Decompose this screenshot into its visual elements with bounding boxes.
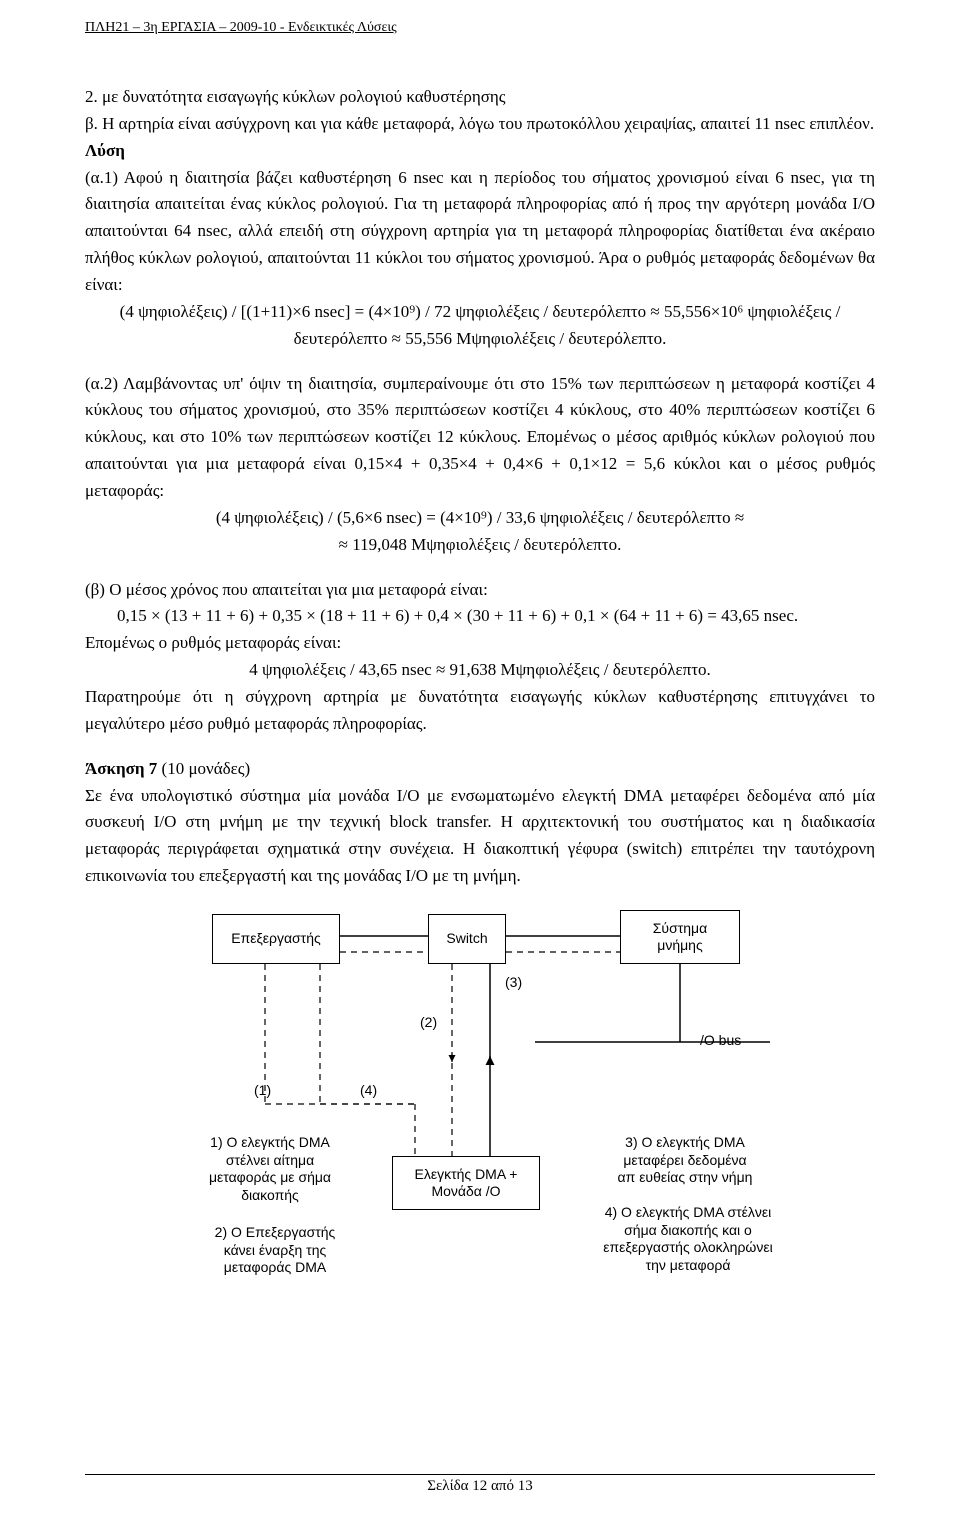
footer-text: Σελίδα 12 από 13 bbox=[427, 1478, 532, 1494]
memory-box: Σύστημα μνήμης bbox=[620, 910, 740, 964]
switch-label: Switch bbox=[446, 930, 487, 948]
formula-line: 4 ψηφιολέξεις / 43,65 nsec ≈ 91,638 Μψηφ… bbox=[249, 660, 711, 679]
caption-line: 1) Ο ελεγκτής DMA bbox=[210, 1134, 330, 1150]
step-1-num: (1) bbox=[254, 1082, 271, 1098]
cpu-label: Επεξεργαστής bbox=[231, 930, 321, 948]
caption-line: 4) Ο ελεγκτής DMA στέλνει bbox=[605, 1204, 772, 1220]
caption-line: επεξεργαστής ολοκληρώνει bbox=[603, 1239, 772, 1255]
caption-line: 3) Ο ελεγκτής DMA bbox=[625, 1134, 745, 1150]
caption-1: 1) Ο ελεγκτής DMA στέλνει αίτημα μεταφορ… bbox=[185, 1134, 355, 1204]
paragraph: Σε ένα υπολογιστικό σύστημα μία μονάδα Ι… bbox=[85, 783, 875, 890]
caption-line: διακοπής bbox=[241, 1187, 299, 1203]
caption-line: κάνει έναρξη της bbox=[224, 1242, 326, 1258]
caption-line: απ ευθείας στην νήμη bbox=[618, 1169, 753, 1185]
caption-2: 2) Ο Επεξεργαστής κάνει έναρξη της μεταφ… bbox=[190, 1224, 360, 1277]
caption-line: σήμα διακοπής και ο bbox=[624, 1222, 752, 1238]
exercise-points: (10 μονάδες) bbox=[162, 759, 251, 778]
step-3-num: (3) bbox=[505, 974, 522, 990]
step-4-num: (4) bbox=[360, 1082, 377, 1098]
memory-label-1: Σύστημα bbox=[653, 920, 707, 938]
formula-line: (4 ψηφιολέξεις) / (5,6×6 nsec) = (4×10⁹)… bbox=[216, 508, 744, 527]
cpu-box: Επεξεργαστής bbox=[212, 914, 340, 964]
memory-label-2: μνήμης bbox=[657, 937, 702, 955]
switch-box: Switch bbox=[428, 914, 506, 964]
caption-4: 4) Ο ελεγκτής DMA στέλνει σήμα διακοπής … bbox=[578, 1204, 798, 1274]
paragraph: 2. με δυνατότητα εισαγωγής κύκλων ρολογι… bbox=[85, 84, 875, 111]
formula-line: 0,15 × (13 + 11 + 6) + 0,35 × (18 + 11 +… bbox=[85, 603, 875, 630]
exercise-title: Άσκηση 7 bbox=[85, 759, 162, 778]
caption-line: μεταφοράς DMA bbox=[224, 1259, 326, 1275]
paragraph: (β) Ο μέσος χρόνος που απαιτείται για μι… bbox=[85, 577, 875, 604]
dma-label-1: Ελεγκτής DMA + bbox=[415, 1166, 518, 1184]
caption-line: μεταφοράς με σήμα bbox=[209, 1169, 331, 1185]
caption-3: 3) Ο ελεγκτής DMA μεταφέρει δεδομένα απ … bbox=[580, 1134, 790, 1187]
dma-label-2: Μονάδα /Ο bbox=[431, 1183, 500, 1201]
bus-label: /O bus bbox=[700, 1032, 741, 1050]
page-header: ΠΛΗ21 – 3η ΕΡΓΑΣΙΑ – 2009-10 - Ενδεικτικ… bbox=[85, 20, 875, 36]
step-2-num: (2) bbox=[420, 1014, 437, 1030]
dma-diagram: Επεξεργαστής Switch Σύστημα μνήμης Ελεγκ… bbox=[160, 904, 800, 1304]
formula-line: ≈ 119,048 Μψηφιολέξεις / δευτερόλεπτο. bbox=[339, 535, 622, 554]
formula-line: δευτερόλεπτο ≈ 55,556 Μψηφιολέξεις / δευ… bbox=[294, 329, 667, 348]
paragraph: Παρατηρούμε ότι η σύγχρονη αρτηρία με δυ… bbox=[85, 684, 875, 738]
dma-box: Ελεγκτής DMA + Μονάδα /Ο bbox=[392, 1156, 540, 1210]
paragraph: (α.1) Αφού η διαιτησία βάζει καθυστέρηση… bbox=[85, 165, 875, 299]
caption-line: την μεταφορά bbox=[646, 1257, 731, 1273]
paragraph: Επομένως ο ρυθμός μεταφοράς είναι: bbox=[85, 630, 875, 657]
paragraph: (α.2) Λαμβάνοντας υπ' όψιν τη διαιτησία,… bbox=[85, 371, 875, 505]
formula-line: (4 ψηφιολέξεις) / [(1+11)×6 nsec] = (4×1… bbox=[120, 302, 841, 321]
page-footer: Σελίδα 12 από 13 bbox=[85, 1474, 875, 1495]
caption-line: μεταφέρει δεδομένα bbox=[623, 1152, 746, 1168]
solution-label: Λύση bbox=[85, 141, 125, 160]
caption-line: στέλνει αίτημα bbox=[226, 1152, 314, 1168]
paragraph: β. Η αρτηρία είναι ασύγχρονη και για κάθ… bbox=[85, 111, 875, 138]
caption-line: 2) Ο Επεξεργαστής bbox=[215, 1224, 336, 1240]
